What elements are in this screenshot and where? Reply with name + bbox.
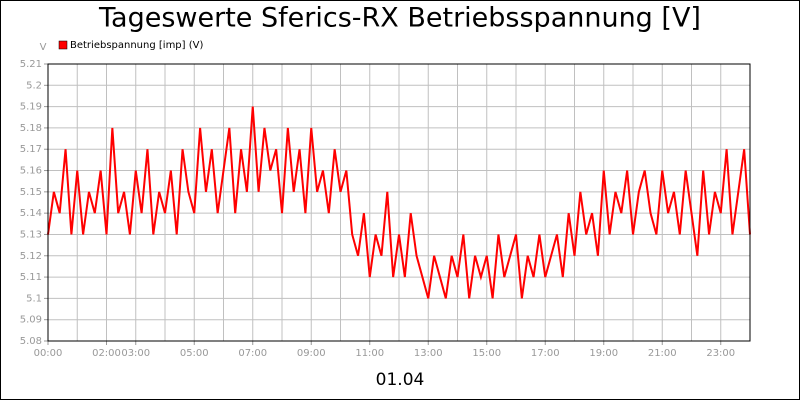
- x-tick-label: 21:00: [648, 348, 677, 359]
- y-axis-label: V: [40, 42, 47, 53]
- x-tick-label: 05:00: [180, 348, 209, 359]
- y-tick-label: 5.14: [20, 208, 42, 219]
- y-tick-label: 5.1: [26, 293, 42, 304]
- plot: 5.08 5.09 5.1 5.11 5.12 5.13 5.14 5.15 5.16 5.17 5…: [20, 40, 751, 359]
- legend-label: Betriebspannung [imp] (V): [70, 40, 203, 51]
- x-tick-label: 03:00: [121, 348, 150, 359]
- y-tick-label: 5.12: [20, 251, 42, 262]
- x-tick-label: 23:00: [706, 348, 735, 359]
- y-tick-label: 5.11: [20, 272, 42, 283]
- y-tick-label: 5.17: [20, 144, 42, 155]
- x-tick-label: 19:00: [589, 348, 618, 359]
- x-tick-label: 00:00: [34, 348, 63, 359]
- x-tick-label: 13:00: [414, 348, 443, 359]
- y-tick-label: 5.16: [20, 166, 42, 177]
- y-tick-label: 5.21: [20, 59, 42, 70]
- y-tick-label: 5.09: [20, 315, 42, 326]
- x-tick-label: 11:00: [355, 348, 384, 359]
- y-tick-label: 5.13: [20, 229, 42, 240]
- chart-title: Tageswerte Sferics-RX Betriebsspannung […: [98, 3, 701, 34]
- y-tick-label: 5.19: [20, 102, 42, 113]
- y-tick-label: 5.15: [20, 187, 42, 198]
- x-axis-label: 01.04: [376, 370, 425, 390]
- x-tick-label: 09:00: [297, 348, 326, 359]
- x-tick-label: 15:00: [472, 348, 501, 359]
- plot-border: [47, 63, 751, 342]
- legend-swatch: [58, 40, 68, 50]
- y-tick-label: 5.18: [20, 123, 42, 134]
- x-tick-label: 17:00: [531, 348, 560, 359]
- y-tick-label: 5.08: [20, 336, 42, 347]
- y-tick-label: 5.2: [26, 80, 42, 91]
- x-tick-label: 07:00: [238, 348, 267, 359]
- data-line: [47, 106, 751, 299]
- x-tick-label: 02:00: [92, 348, 121, 359]
